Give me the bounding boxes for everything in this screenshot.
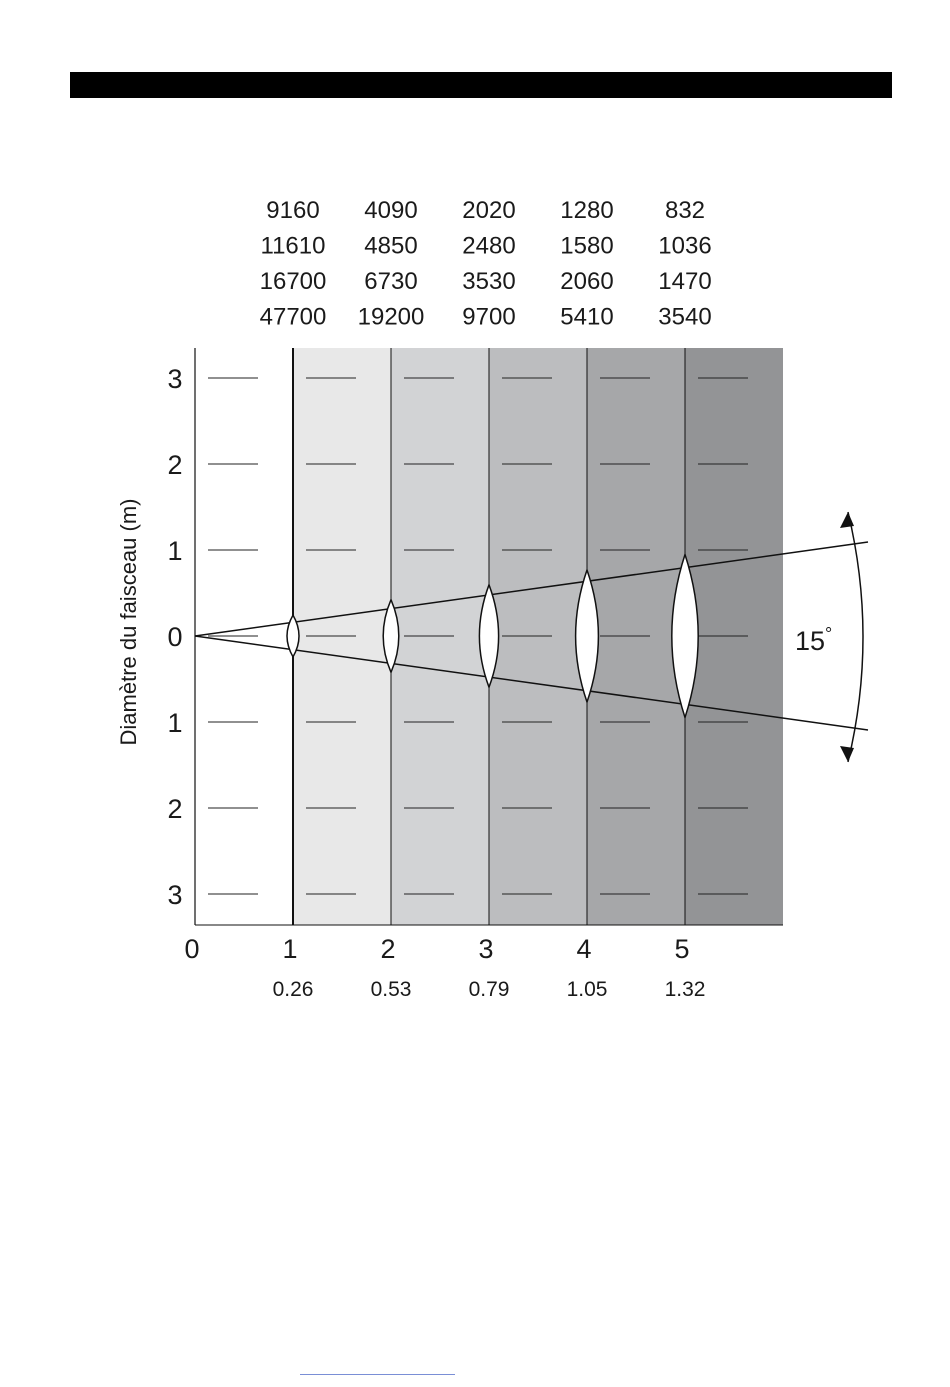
lux-value: 5410	[560, 304, 613, 331]
x-tick: 2	[380, 934, 395, 964]
lux-value: 4090	[364, 197, 417, 224]
beam-angle-label: 15°	[795, 624, 832, 656]
lux-value: 3540	[658, 304, 711, 331]
x-tick: 5	[674, 934, 689, 964]
angle-arrow-up-icon	[840, 512, 854, 528]
x-tick: 1	[282, 934, 297, 964]
y-tick-upper: 1	[167, 536, 182, 566]
beam-diameter-label: 1.32	[665, 978, 706, 1001]
degree-symbol: °	[825, 624, 832, 644]
x-tick: 4	[576, 934, 591, 964]
lux-value: 2480	[462, 233, 515, 260]
beam-cone: 15°	[194, 511, 869, 763]
beam-spot-5	[671, 552, 699, 720]
beam-angle-value: 15	[795, 626, 825, 656]
y-axis-title: Diamètre du faisceau (m)	[116, 499, 141, 746]
lux-value: 16700	[260, 268, 327, 295]
grid-dashes	[208, 377, 748, 895]
lux-value: 2020	[462, 197, 515, 224]
lux-value: 1036	[658, 233, 711, 260]
y-tick-lower: 3	[167, 880, 182, 910]
lux-value: 4850	[364, 233, 417, 260]
beam-diameter-label: 0.79	[469, 978, 510, 1001]
y-tick-upper: 3	[167, 364, 182, 394]
lux-value: 2060	[560, 268, 613, 295]
lux-value: 47700	[260, 304, 327, 331]
lux-value: 6730	[364, 268, 417, 295]
beam-spot-4	[574, 567, 600, 705]
angle-arc	[847, 511, 864, 763]
beam-lower-edge	[194, 635, 869, 731]
footer-link-underline[interactable]	[300, 1374, 455, 1375]
y-tick-zero: 0	[167, 622, 182, 652]
beam-diameter-label: 0.53	[371, 978, 412, 1001]
beam-diameter-label: 0.26	[273, 978, 314, 1001]
lux-value: 9160	[266, 197, 319, 224]
y-tick-upper: 2	[167, 450, 182, 480]
y-tick-lower: 2	[167, 794, 182, 824]
lux-value: 19200	[358, 304, 425, 331]
lux-value: 1580	[560, 233, 613, 260]
y-tick-lower: 1	[167, 708, 182, 738]
lux-value: 1470	[658, 268, 711, 295]
lux-values-table: 9160 4090 2020 1280 832 11610 4850 2480 1580 1036…	[260, 197, 712, 331]
lux-value: 3530	[462, 268, 515, 295]
lux-value: 9700	[462, 304, 515, 331]
beam-spot-3	[478, 582, 500, 690]
beam-spot-2	[382, 597, 400, 675]
lux-value: 832	[665, 197, 705, 224]
angle-arrow-down-icon	[840, 746, 854, 762]
x-tick: 3	[478, 934, 493, 964]
lux-value: 11610	[261, 233, 326, 260]
x-tick: 0	[184, 934, 199, 964]
beam-spot-1	[286, 613, 300, 659]
beam-diameter-label: 1.05	[567, 978, 608, 1001]
header-bar	[70, 72, 892, 98]
beam-upper-edge	[194, 541, 869, 637]
lux-value: 1280	[560, 197, 613, 224]
